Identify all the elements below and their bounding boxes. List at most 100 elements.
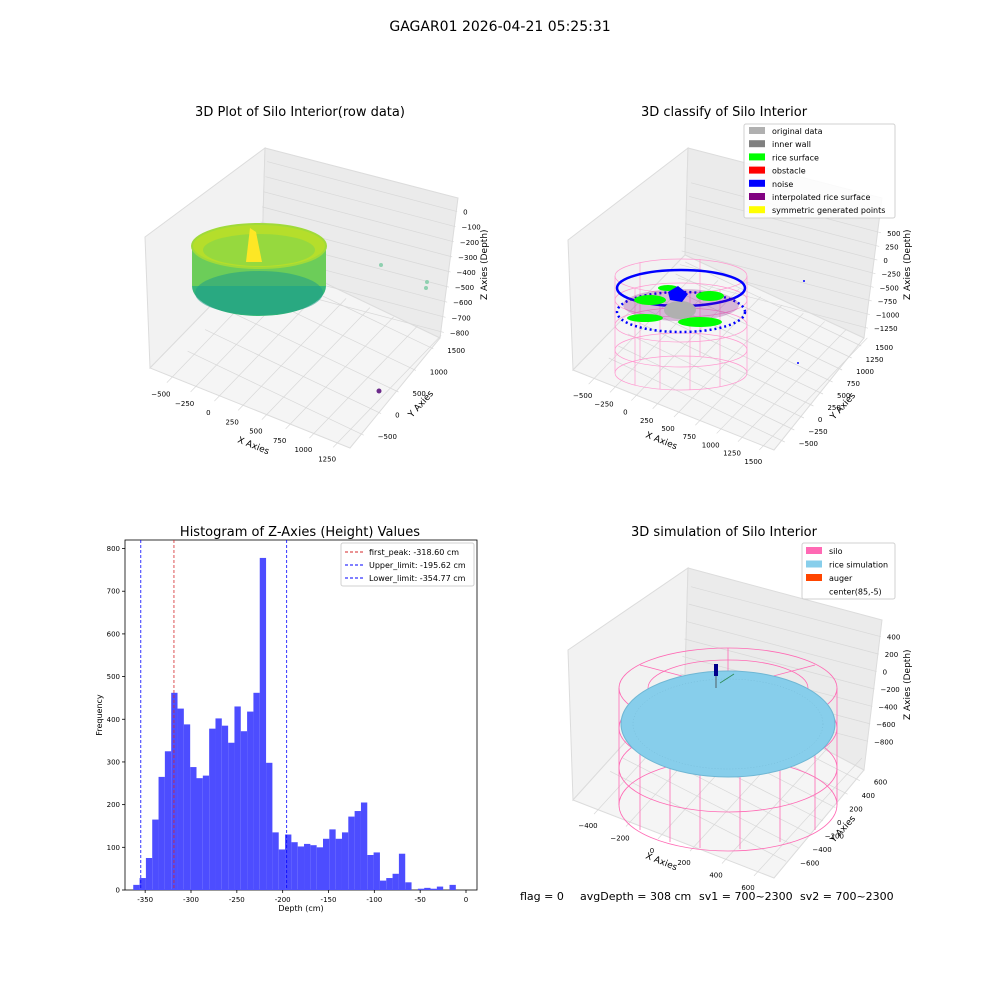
histogram-y-tick-label: 700 <box>107 588 120 596</box>
x-tick-label: 1250 <box>318 455 336 463</box>
histogram-bar <box>190 767 197 890</box>
legend-swatch <box>806 560 822 568</box>
histogram-bar <box>405 882 412 890</box>
y-tick-label: 1500 <box>875 344 893 352</box>
y-tick-label: 0 <box>818 416 822 424</box>
histogram-bar <box>360 802 368 890</box>
y-tick-label: 500 <box>413 390 426 398</box>
simulation-3d-z-axis-label: Z Axies (Depth) <box>903 649 913 720</box>
histogram-bar <box>291 842 298 890</box>
histogram-bar <box>297 846 305 890</box>
raw-3d-point-cloud <box>191 223 327 316</box>
raw-3d-outlier-point <box>376 388 382 394</box>
histogram-y-tick-label: 200 <box>107 801 120 809</box>
histogram-bar <box>139 878 146 890</box>
simulation-3d-rice-texture <box>632 678 824 770</box>
z-tick-label: −200 <box>460 239 479 247</box>
x-tick-label: 1250 <box>723 450 741 458</box>
classify-3d-x-axis-label: X Axies <box>644 431 679 453</box>
histogram-bar <box>215 718 222 890</box>
simulation-3d-rice-surface <box>620 670 836 778</box>
histogram-bar <box>228 742 235 890</box>
histogram-x-tick-label: -250 <box>229 896 245 904</box>
z-tick-label: 0 <box>883 257 887 265</box>
x-tick-label: 0 <box>623 409 627 417</box>
x-tick-label: −250 <box>594 400 613 408</box>
classify-3d-original-data-points <box>664 301 696 319</box>
histogram-y-tick-label: 500 <box>107 673 120 681</box>
raw-3d-cloud-lower <box>195 271 323 315</box>
z-tick-label: 200 <box>885 651 898 659</box>
simulation-3d-legend-frame <box>801 542 896 600</box>
z-tick-label: 400 <box>887 634 900 642</box>
histogram-bar <box>285 834 292 890</box>
z-tick-label: 0 <box>883 669 887 677</box>
histogram-bar <box>424 887 431 890</box>
histogram-bar <box>209 728 216 890</box>
legend-label: rice surface <box>772 153 819 162</box>
z-tick-label: −300 <box>458 254 477 262</box>
panel-histogram: Histogram of Z-Axies (Height) Values -35… <box>95 525 478 913</box>
legend-swatch <box>749 179 765 187</box>
histogram-x-tick-label: -300 <box>183 896 199 904</box>
y-tick-label: 1000 <box>856 368 874 376</box>
y-tick-label: −500 <box>799 440 818 448</box>
histogram-bar <box>253 692 260 890</box>
x-tick-label: 1000 <box>702 441 720 449</box>
x-tick-label: −200 <box>610 835 629 843</box>
histogram-bar <box>354 811 361 890</box>
y-tick-label: 0 <box>395 412 399 420</box>
x-tick-label: 600 <box>741 884 754 892</box>
histogram-bar <box>310 845 317 890</box>
x-tick-label: 400 <box>709 872 722 880</box>
histogram-bar <box>272 832 279 890</box>
classify-3d-legend-frame <box>743 123 896 219</box>
histogram-reference-lines <box>140 540 288 890</box>
histogram-bar <box>152 819 159 890</box>
histogram-x-tick-label: 0 <box>464 896 468 904</box>
classify-3d-noise-points <box>668 280 805 364</box>
z-tick-label: 500 <box>887 230 900 238</box>
histogram-bar <box>247 711 254 890</box>
z-tick-label: −800 <box>450 329 469 337</box>
histogram-bar <box>240 731 248 890</box>
panel-raw-3d: 3D Plot of Silo Interior(row data) −500−… <box>144 105 490 463</box>
histogram-bar <box>316 847 323 890</box>
histogram-bar <box>183 724 191 890</box>
z-tick-label: −100 <box>462 224 481 232</box>
legend-label: first_peak: -318.60 cm <box>369 548 459 557</box>
raw-3d-grid <box>166 161 458 448</box>
histogram-title: Histogram of Z-Axies (Height) Values <box>180 525 420 540</box>
histogram-y-tick-label: 300 <box>107 758 120 766</box>
histogram-bar <box>145 857 153 890</box>
histogram-bar <box>133 884 140 890</box>
legend-label: original data <box>772 127 823 136</box>
histogram-x-tick-label: -150 <box>321 896 337 904</box>
histogram-bar <box>373 852 380 890</box>
histogram-bar <box>221 725 229 890</box>
raw-3d-x-axis-label: X Axies <box>236 436 271 458</box>
y-tick-label: 750 <box>847 380 860 388</box>
y-tick-label: −200 <box>825 832 844 840</box>
raw-3d-outlier-point <box>425 280 429 284</box>
classify-3d-title: 3D classify of Silo Interior <box>641 105 808 120</box>
histogram-bar <box>329 829 336 890</box>
histogram-bar <box>449 884 456 890</box>
histogram-bar <box>177 708 184 890</box>
legend-swatch <box>806 547 822 554</box>
legend-label: inner wall <box>772 140 811 149</box>
histogram-x-axis-label: Depth (cm) <box>278 904 323 913</box>
histogram-bar <box>335 838 342 890</box>
raw-3d-title: 3D Plot of Silo Interior(row data) <box>195 105 405 120</box>
z-tick-label: 0 <box>463 209 467 217</box>
x-tick-label: −250 <box>175 400 194 408</box>
histogram-bar <box>436 886 444 890</box>
histogram-bar <box>164 751 172 890</box>
simulation-3d-legend: silo rice simulation auger center(85,-5) <box>801 542 896 600</box>
classify-3d-legend: original data inner wall rice surface obsta… <box>743 123 896 219</box>
histogram-bar <box>266 762 273 890</box>
z-tick-label: −600 <box>453 299 472 307</box>
z-tick-label: −700 <box>452 314 471 322</box>
histogram-bar <box>386 878 393 890</box>
x-tick-label: 0 <box>650 847 654 855</box>
